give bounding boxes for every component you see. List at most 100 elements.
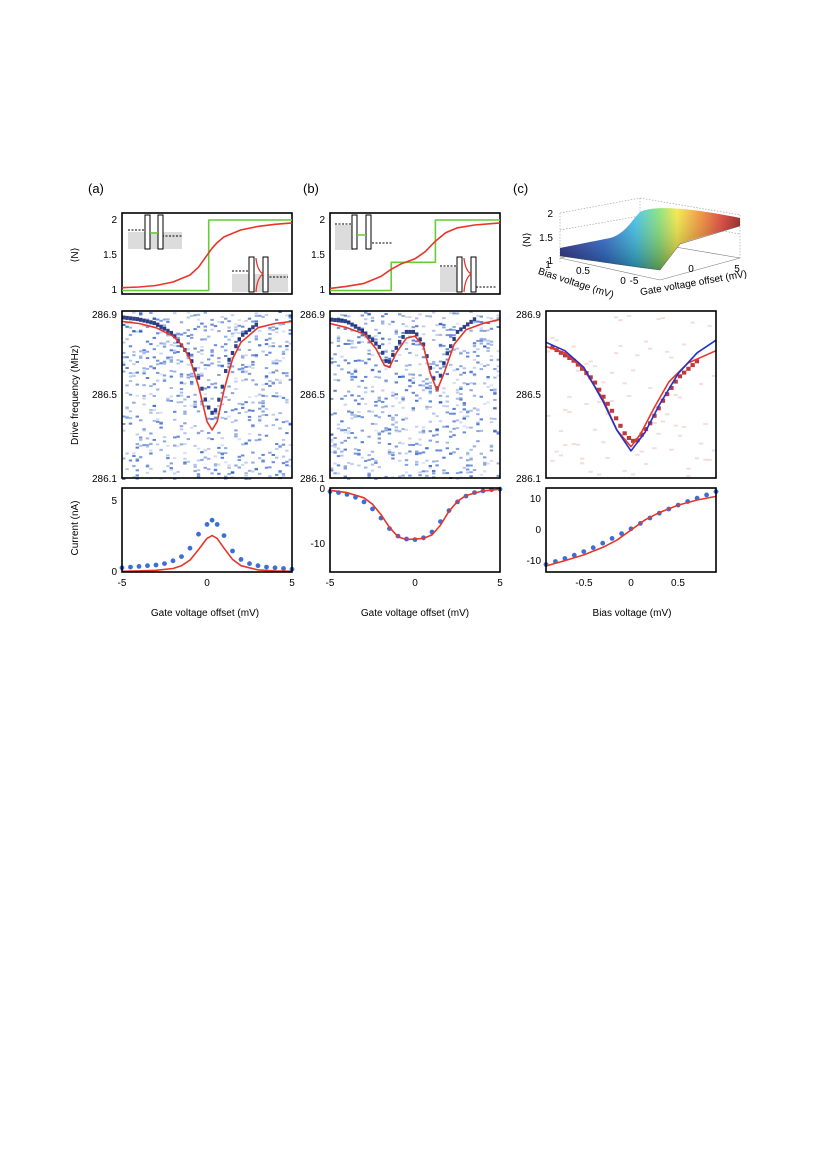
step-line bbox=[122, 219, 292, 292]
heatmap-cell bbox=[381, 406, 385, 409]
heatmap-cell bbox=[472, 345, 477, 348]
heatmap-cell bbox=[285, 348, 289, 351]
heatmap-cell bbox=[408, 351, 412, 354]
heatmap-cell bbox=[493, 389, 497, 392]
heatmap-cell bbox=[442, 323, 446, 326]
heatmap-cell bbox=[166, 399, 170, 402]
heatmap-cell bbox=[244, 319, 248, 322]
heatmap-cell bbox=[425, 447, 429, 450]
heatmap-cell bbox=[411, 407, 415, 410]
heatmap-cell bbox=[360, 397, 364, 400]
heatmap-cell bbox=[466, 459, 470, 462]
heatmap-cell bbox=[428, 390, 432, 393]
heatmap-cell bbox=[404, 348, 409, 350]
heatmap-cell bbox=[179, 425, 184, 428]
heatmap-cell bbox=[336, 455, 341, 458]
heatmap-cell bbox=[336, 364, 341, 367]
tick-surface-z-1.5: 1.5 bbox=[539, 233, 553, 244]
heatmap-cell bbox=[176, 336, 180, 339]
heatmap-cell bbox=[476, 440, 480, 443]
heatmap-ridge-cell bbox=[425, 354, 429, 359]
heatmap-cell bbox=[268, 380, 272, 383]
heatmap-cell bbox=[489, 343, 494, 346]
heatmap-cell bbox=[142, 372, 146, 375]
heatmap-cell bbox=[648, 386, 653, 389]
heatmap-cell bbox=[210, 351, 214, 354]
heatmap-cell bbox=[139, 356, 143, 359]
heatmap-cell bbox=[360, 334, 364, 337]
heatmap-ridge-cell bbox=[122, 315, 126, 320]
heatmap-cell bbox=[367, 358, 371, 361]
tick-current-10-c: 10 bbox=[530, 494, 542, 505]
heatmap-cell bbox=[278, 379, 282, 382]
heatmap-cell bbox=[350, 342, 354, 345]
heatmap-ridge-cell bbox=[677, 374, 683, 379]
heatmap-cell bbox=[152, 356, 156, 359]
heatmap-cell bbox=[264, 343, 269, 346]
heatmap-cell bbox=[455, 472, 460, 475]
heatmap-cell bbox=[374, 338, 378, 341]
heatmap-cell bbox=[264, 434, 269, 437]
heatmap-cell bbox=[428, 385, 432, 387]
heatmap-cell bbox=[254, 337, 258, 340]
heatmap-cell bbox=[455, 312, 460, 315]
heatmap-cell bbox=[353, 370, 358, 373]
heatmap-cell bbox=[398, 313, 402, 316]
heatmap-cell bbox=[411, 343, 415, 346]
heatmap-cell bbox=[152, 348, 156, 351]
heatmap-cell bbox=[186, 311, 190, 314]
heatmap-cell bbox=[128, 393, 133, 396]
heatmap-cell bbox=[132, 311, 136, 314]
heatmap-cell bbox=[374, 429, 378, 432]
heatmap-cell bbox=[466, 351, 470, 354]
heatmap-ridge-cell bbox=[682, 370, 687, 375]
heatmap-cell bbox=[281, 396, 286, 399]
heatmap-cell bbox=[227, 385, 231, 388]
heatmap-cell bbox=[462, 466, 466, 469]
heatmap-cell bbox=[330, 444, 334, 447]
frame-c-bottom bbox=[545, 487, 717, 573]
heatmap-ridge-cell bbox=[686, 366, 691, 371]
heatmap-ridge-cell bbox=[631, 438, 636, 443]
heatmap-cell bbox=[442, 391, 446, 394]
heatmap-cell bbox=[196, 432, 201, 435]
heatmap-ridge-cell bbox=[592, 380, 598, 385]
heatmap-cell bbox=[139, 355, 143, 358]
heatmap-cell bbox=[193, 328, 197, 331]
heatmap-cell bbox=[459, 456, 463, 459]
heatmap-cell bbox=[333, 353, 337, 356]
tick-n-1-a: 1 bbox=[111, 285, 117, 296]
heatmap-cell bbox=[401, 374, 405, 377]
heatmap-cell bbox=[237, 368, 241, 371]
heatmap-cell bbox=[459, 393, 463, 396]
heatmap-cell bbox=[220, 452, 224, 455]
heatmap-cell bbox=[364, 391, 368, 394]
heatmap-cell bbox=[261, 383, 265, 386]
heatmap-cell bbox=[183, 432, 187, 435]
heatmap-cell bbox=[193, 403, 197, 406]
heatmap-cell bbox=[483, 329, 487, 332]
heatmap-cell bbox=[268, 345, 272, 348]
heatmap-ridge-cell bbox=[418, 337, 422, 342]
heatmap-cell bbox=[132, 354, 136, 357]
heatmap-cell bbox=[203, 325, 207, 328]
data-point bbox=[153, 562, 159, 568]
heatmap-cell bbox=[370, 368, 375, 371]
tick-freq-286.1-b: 286.1 bbox=[300, 474, 325, 485]
heatmap-cell bbox=[281, 372, 286, 375]
heatmap-cell bbox=[682, 343, 687, 346]
panel-c-surface: 2 1.5 1 ⟨N⟩ 1 0.5 0 Bias voltage (mV) -5… bbox=[522, 197, 748, 301]
heatmap-cell bbox=[601, 441, 606, 444]
heatmap-cell bbox=[176, 394, 180, 397]
heatmap-cell bbox=[156, 344, 160, 347]
heatmap-cell bbox=[496, 432, 500, 435]
data-point bbox=[230, 548, 235, 554]
heatmap-cell bbox=[125, 417, 129, 419]
heatmap-cell bbox=[275, 418, 279, 421]
heatmap-cell bbox=[128, 417, 133, 420]
heatmap-ridge-cell bbox=[597, 387, 602, 392]
heatmap-cell bbox=[227, 415, 231, 418]
heatmap-ridge-cell bbox=[438, 373, 443, 378]
inset-barrier-left bbox=[351, 214, 358, 250]
heatmap-cell bbox=[275, 327, 279, 330]
